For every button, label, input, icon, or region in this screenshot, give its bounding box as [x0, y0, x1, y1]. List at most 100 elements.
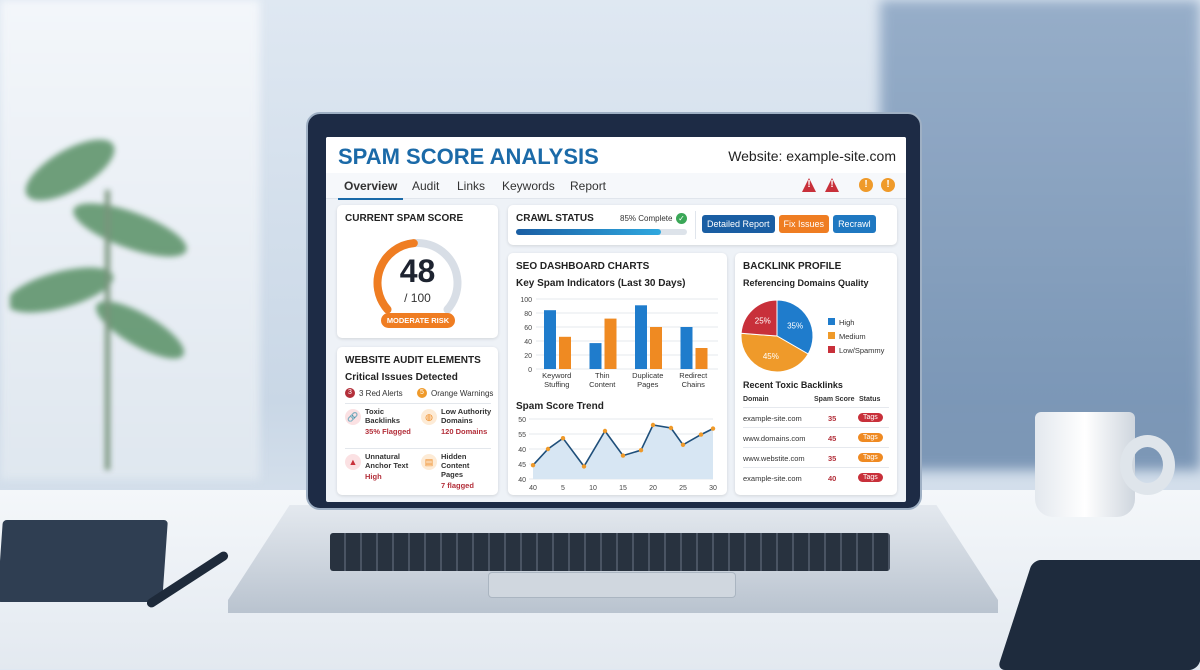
trend-chart-title: Spam Score Trend [516, 401, 604, 412]
legend-label: High [839, 318, 854, 327]
trend-area [533, 425, 713, 479]
trend-point [581, 464, 587, 469]
audit-item-value: High [365, 472, 382, 481]
col-spam-score: Spam Score [814, 396, 855, 403]
link-icon: 🔗 [345, 409, 361, 425]
red-alerts-label: 3 Red Alerts [359, 389, 403, 398]
bar [635, 305, 647, 369]
x-tick-label: 5 [561, 485, 565, 492]
seo-charts-card: SEO DASHBOARD CHARTS Key Spam Indicators… [508, 253, 727, 495]
alert-icon[interactable]: ! [881, 178, 895, 192]
orange-warnings-label: Orange Warnings [431, 389, 494, 398]
pie-label: 45% [763, 352, 779, 361]
card-title: SEO DASHBOARD CHARTS [516, 261, 650, 272]
legend-swatch [828, 346, 835, 353]
warning-icon: ▲ [345, 454, 361, 470]
tab-links[interactable]: Links [457, 179, 486, 193]
check-icon: ✓ [676, 213, 687, 224]
trend-point [710, 426, 716, 431]
crawl-progress-fill [516, 229, 662, 235]
trend-point [620, 453, 626, 458]
row-domain: www.domains.com [743, 434, 806, 443]
audit-item-name: Hidden Content Pages [441, 452, 470, 479]
x-tick-label: Content [589, 380, 616, 389]
trend-point [668, 425, 674, 431]
detailed-report-button[interactable]: Detailed Report [702, 215, 775, 233]
recrawl-button[interactable]: Recrawl [833, 215, 876, 233]
background-window-right [880, 0, 1200, 470]
y-tick-label: 100 [520, 297, 532, 304]
backlink-profile-card: BACKLINK PROFILE Referencing Domains Qua… [735, 253, 897, 495]
status-tag[interactable]: Tags [858, 413, 883, 422]
divider [345, 448, 491, 449]
warning-icon[interactable]: ! [825, 178, 839, 192]
trend-point [602, 428, 608, 434]
tab-audit[interactable]: Audit [412, 179, 440, 193]
crawl-actions: Detailed Report Fix Issues Recrawl [702, 215, 876, 233]
crawl-status-text: 85% Complete [620, 214, 673, 223]
globe-icon: ◍ [421, 409, 437, 425]
trend-line [532, 424, 714, 468]
status-tag[interactable]: Tags [858, 433, 883, 442]
legend-swatch [828, 332, 835, 339]
tab-overview[interactable]: Overview [338, 179, 404, 200]
y-tick-label: 80 [524, 311, 532, 318]
audit-item[interactable]: ▲ Unnatural Anchor Text High [345, 452, 419, 481]
x-tick-label: Pages [637, 380, 659, 389]
card-title: CRAWL STATUS [516, 213, 594, 224]
tab-keywords[interactable]: Keywords [502, 179, 555, 193]
trend-point [545, 446, 551, 452]
legend-label: Medium [839, 332, 866, 341]
card-title: CURRENT SPAM SCORE [345, 213, 464, 224]
audit-item[interactable]: ◍ Low Authority Domains 120 Domains [421, 407, 495, 436]
pie-slice [776, 299, 814, 355]
spam-score-gauge [373, 239, 462, 314]
audit-item-value: 7 flagged [441, 481, 474, 490]
bar [680, 327, 693, 369]
warning-icon[interactable]: ! [802, 178, 816, 192]
tab-bar: Overview Audit Links Keywords Report ! !… [326, 173, 906, 200]
pie-label: 25% [755, 317, 771, 326]
table-row[interactable]: example-site.com 40 Tags [743, 467, 889, 487]
x-tick-label: 40 [529, 485, 537, 492]
table-row[interactable]: www.webstite.com 35 Tags [743, 447, 889, 467]
pie-label: 35% [787, 322, 803, 331]
table-row[interactable]: www.domains.com 45 Tags [743, 427, 889, 447]
bar [589, 343, 602, 369]
fix-issues-button[interactable]: Fix Issues [778, 215, 830, 233]
alert-icon[interactable]: ! [859, 178, 873, 192]
audit-item[interactable]: ▤ Hidden Content Pages 7 flagged [421, 452, 495, 490]
x-tick-label: Chains [682, 380, 706, 389]
row-domain: example-site.com [743, 414, 802, 423]
audit-item[interactable]: 🔗 Toxic Backlinks 35% Flagged [345, 407, 419, 436]
bar [695, 348, 708, 369]
spam-score-max: / 100 [404, 291, 431, 305]
audit-subtitle: Critical Issues Detected [345, 372, 458, 383]
status-tag[interactable]: Tags [858, 473, 883, 482]
mug-handle [1120, 435, 1175, 495]
spam-score-value: 48 [399, 253, 436, 289]
keyboard [330, 533, 890, 571]
pie-slice [740, 332, 809, 373]
bar-chart-title: Key Spam Indicators (Last 30 Days) [516, 278, 686, 289]
status-tag[interactable]: Tags [858, 453, 883, 462]
audit-item-name: Toxic Backlinks [365, 407, 401, 425]
crawl-progress-bar [516, 229, 687, 235]
card-title: BACKLINK PROFILE [743, 261, 842, 272]
y-tick-label: 0 [528, 367, 532, 374]
table-row[interactable]: example-site.com 35 Tags [743, 407, 889, 427]
y-tick-label: 50 [518, 417, 526, 424]
x-tick-label: Duplicate [632, 371, 663, 380]
y-tick-label: 60 [524, 325, 532, 332]
crawl-status-card: CRAWL STATUS 85% Complete ✓ Detailed Rep… [508, 205, 897, 245]
risk-badge: MODERATE RISK [381, 313, 455, 328]
referencing-domains-pie: 35% High 45% Medium 25% Low/Spammy [740, 299, 885, 373]
legend-label: Low/Spammy [839, 346, 885, 355]
row-spam-score: 35 [828, 414, 837, 423]
tab-report[interactable]: Report [570, 179, 607, 193]
audit-card: WEBSITE AUDIT ELEMENTS Critical Issues D… [337, 347, 498, 495]
legend-swatch [828, 318, 835, 325]
audit-item-name: Low Authority Domains [441, 407, 492, 425]
trend-point [638, 448, 644, 453]
page-title: SPAM SCORE ANALYSIS [338, 144, 599, 169]
